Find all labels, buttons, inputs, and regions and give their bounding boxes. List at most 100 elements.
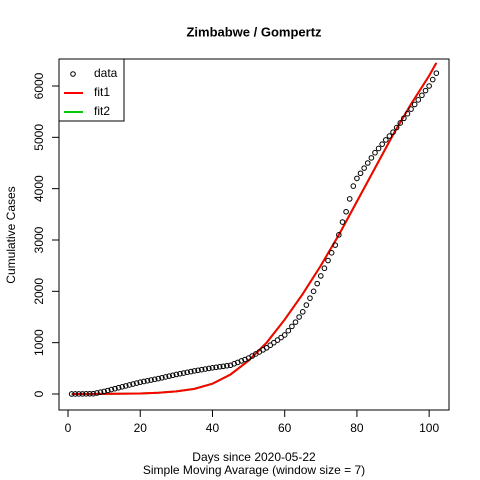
data-point <box>289 323 295 330</box>
y-tick-label: 3000 <box>32 226 46 253</box>
data-point <box>94 390 100 396</box>
data-point <box>68 391 75 397</box>
data-point <box>209 365 216 371</box>
y-tick-label: 2000 <box>32 278 46 305</box>
data-point <box>397 120 404 126</box>
data-point <box>321 265 328 272</box>
data-point <box>184 369 190 376</box>
data-point <box>390 129 396 135</box>
data-point <box>314 280 320 287</box>
x-tick-label: 100 <box>419 421 439 435</box>
data-point <box>162 374 169 380</box>
data-point <box>202 366 209 372</box>
data-point <box>404 110 411 117</box>
y-axis-label: Cumulative Cases <box>4 186 18 283</box>
data-point <box>159 374 165 381</box>
x-tick-label: 0 <box>65 421 72 435</box>
legend-label: fit1 <box>94 85 110 99</box>
data-point <box>379 141 385 147</box>
data-point <box>123 383 129 389</box>
data-point <box>343 208 349 215</box>
data-point <box>133 380 140 386</box>
data-point <box>83 391 89 397</box>
data-point <box>180 370 187 376</box>
data-point <box>328 250 335 256</box>
y-tick-label: 4000 <box>32 175 46 202</box>
data-point <box>195 367 201 374</box>
data-point <box>90 390 97 397</box>
data-point <box>354 175 360 182</box>
x-axis-label: Days since 2020-05-22 <box>192 450 316 464</box>
data-point <box>148 377 154 383</box>
data-point <box>346 196 353 202</box>
data-point <box>216 363 223 370</box>
data-point <box>285 327 292 334</box>
data-point <box>296 314 302 320</box>
data-point <box>393 124 400 131</box>
fit-line <box>71 62 438 395</box>
data-point <box>336 232 342 238</box>
data-point <box>429 76 436 83</box>
data-point <box>191 368 198 374</box>
data-point <box>173 371 180 378</box>
data-point <box>357 170 364 177</box>
data-point <box>144 377 151 384</box>
data-point <box>108 386 115 393</box>
data-point <box>307 295 313 301</box>
data-point <box>361 165 367 171</box>
data-point <box>224 362 230 369</box>
data-point <box>206 365 212 372</box>
data-point <box>151 376 158 383</box>
data-point <box>411 101 418 108</box>
data-point <box>130 381 136 387</box>
data-point <box>155 375 162 382</box>
data-point <box>274 337 281 343</box>
data-point <box>177 370 183 377</box>
data-point <box>198 366 205 373</box>
data-point <box>115 384 122 391</box>
data-point <box>86 390 93 397</box>
data-point <box>383 137 389 143</box>
data-point <box>408 106 414 112</box>
x-tick-label: 20 <box>134 421 148 435</box>
data-point <box>267 342 274 349</box>
y-tick-label: 1000 <box>32 329 46 356</box>
data-point <box>401 115 407 122</box>
data-point <box>372 149 378 156</box>
data-point <box>213 364 219 371</box>
data-point <box>76 391 82 397</box>
y-tick-label: 6000 <box>32 72 46 99</box>
data-point <box>166 373 172 379</box>
data-point <box>292 319 299 325</box>
legend-symbol <box>70 71 76 77</box>
data-point <box>325 257 331 264</box>
data-point <box>339 219 346 225</box>
data-point <box>97 389 104 395</box>
data-point <box>299 309 306 315</box>
data-point <box>318 273 324 279</box>
data-point <box>137 379 144 385</box>
subtitle: Simple Moving Avarage (window size = 7) <box>143 463 365 477</box>
data-point <box>72 391 79 397</box>
data-point <box>415 97 422 103</box>
data-point <box>119 383 125 390</box>
data-point <box>364 160 371 166</box>
data-point <box>104 387 111 394</box>
legend-label: data <box>94 66 118 80</box>
legend-label: fit2 <box>94 104 110 118</box>
x-tick-label: 80 <box>350 421 364 435</box>
data-point <box>271 339 277 346</box>
fit-line <box>71 62 438 395</box>
data-point <box>169 372 176 379</box>
plot-frame <box>58 58 450 411</box>
data-point <box>426 83 432 89</box>
y-tick-label: 5000 <box>32 124 46 151</box>
x-tick-label: 40 <box>206 421 220 435</box>
data-point <box>281 332 288 338</box>
data-point <box>188 368 194 375</box>
chart-title: Zimbabwe / Gompertz <box>186 24 322 39</box>
data-point <box>350 183 357 189</box>
data-point <box>375 145 382 152</box>
data-point <box>303 302 310 308</box>
